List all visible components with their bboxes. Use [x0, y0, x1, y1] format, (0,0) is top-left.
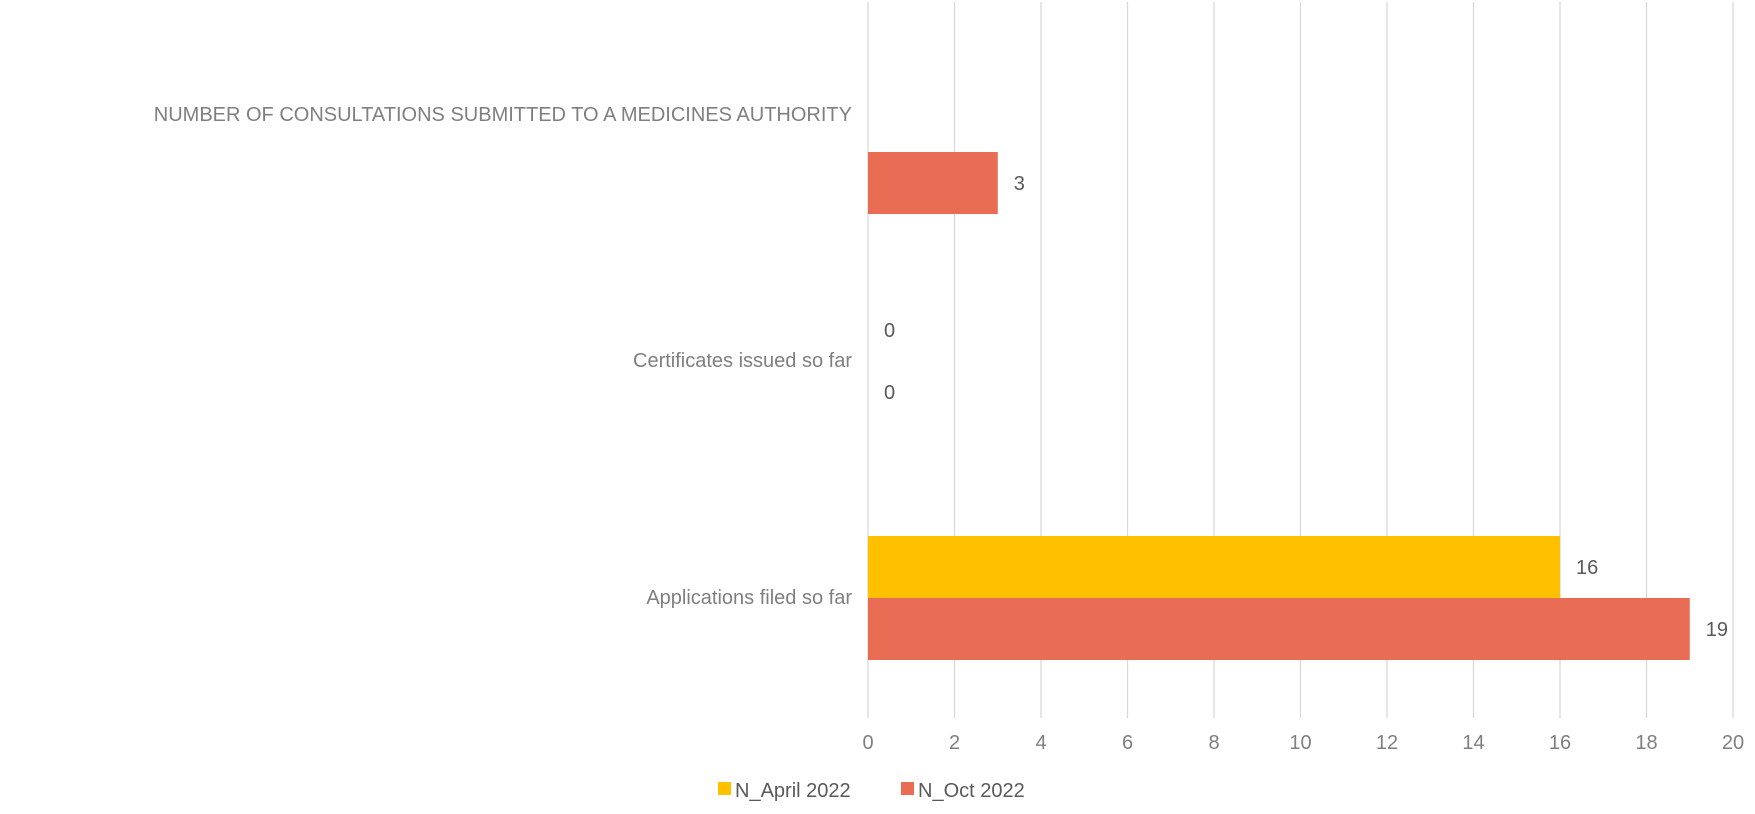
- x-tick-label: 20: [1722, 732, 1744, 754]
- category-labels: NUMBER OF CONSULTATIONS SUBMITTED TO A M…: [154, 104, 853, 609]
- bar: [868, 152, 998, 214]
- x-tick-label: 18: [1635, 732, 1657, 754]
- legend-label: N_Oct 2022: [918, 780, 1025, 802]
- bar: [868, 536, 1560, 598]
- legend-swatch: [901, 782, 914, 795]
- x-tick-labels: 0 2 4 6 8 10 12 14 16 18 20: [862, 732, 1744, 754]
- category-label: Applications filed so far: [646, 587, 852, 609]
- x-tick-label: 2: [949, 732, 960, 754]
- x-tick-label: 14: [1462, 732, 1484, 754]
- x-tick-label: 8: [1208, 732, 1219, 754]
- category-label: NUMBER OF CONSULTATIONS SUBMITTED TO A M…: [154, 104, 852, 126]
- data-label: 16: [1576, 557, 1598, 579]
- data-label: 3: [1014, 173, 1025, 195]
- x-tick-label: 12: [1376, 732, 1398, 754]
- bar: [868, 598, 1690, 660]
- legend-swatch: [718, 782, 731, 795]
- x-tick-label: 0: [862, 732, 873, 754]
- x-tick-label: 10: [1289, 732, 1311, 754]
- legend: N_April 2022 N_Oct 2022: [718, 780, 1025, 802]
- x-tick-label: 6: [1122, 732, 1133, 754]
- data-label: 19: [1706, 619, 1728, 641]
- bars: [868, 152, 1690, 660]
- x-tick-label: 4: [1035, 732, 1046, 754]
- data-label: 0: [884, 382, 895, 404]
- x-tick-label: 16: [1549, 732, 1571, 754]
- data-labels: 3 0 0 16 19: [884, 173, 1728, 641]
- category-label: Certificates issued so far: [633, 350, 852, 372]
- legend-label: N_April 2022: [735, 780, 851, 802]
- data-label: 0: [884, 320, 895, 342]
